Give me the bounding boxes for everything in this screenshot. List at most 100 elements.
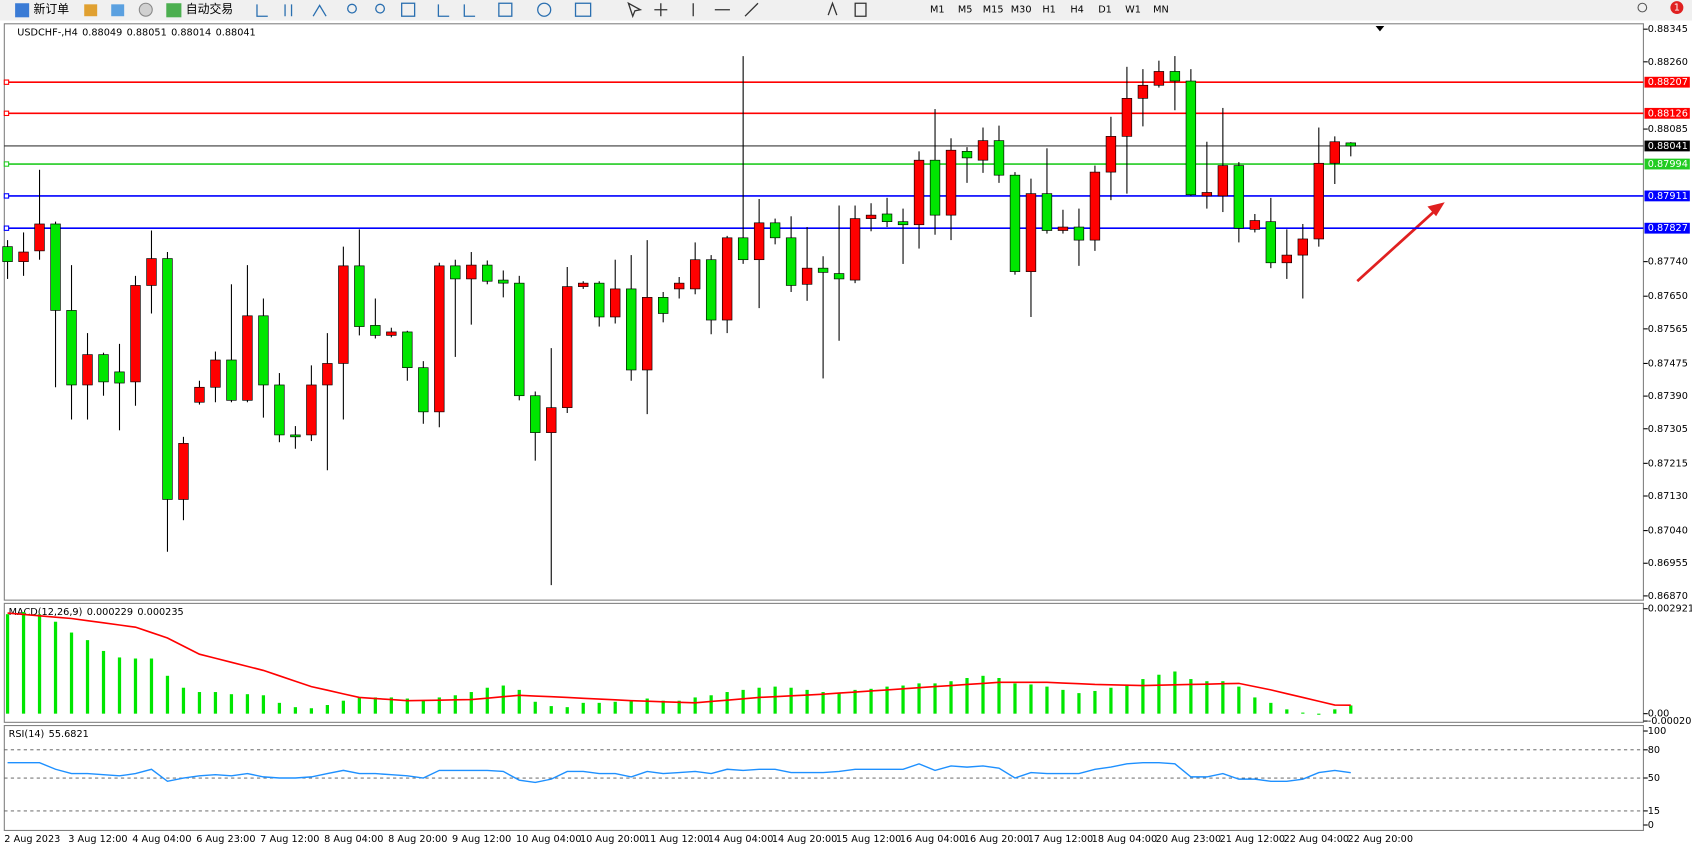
macd-bar — [133, 658, 138, 714]
candle-body — [274, 384, 285, 436]
candle-body — [434, 265, 445, 413]
new-order-button[interactable]: 新订单 — [33, 2, 69, 16]
candle-body — [402, 331, 413, 368]
toolbar-icon[interactable] — [138, 2, 153, 17]
candle-body — [1105, 136, 1117, 173]
candle-body — [354, 265, 365, 327]
candle-body — [18, 251, 29, 262]
macd-bar — [1253, 697, 1257, 714]
candle-body — [226, 359, 237, 401]
candle-body — [977, 140, 989, 161]
new-order-icon[interactable] — [15, 3, 30, 18]
timeframe-button[interactable]: M5 — [958, 5, 973, 16]
macd-bar — [901, 685, 905, 714]
templates-icon[interactable] — [574, 2, 592, 17]
candle-body — [338, 265, 349, 364]
macd-bar — [661, 700, 665, 714]
signal-line — [7, 612, 1351, 707]
macd-bar — [181, 687, 186, 714]
candle-body — [530, 395, 541, 433]
candle-body — [162, 258, 173, 500]
candle-body — [1281, 254, 1293, 264]
macd-bar — [5, 614, 10, 714]
candle-body — [610, 288, 621, 318]
arrow-head — [1427, 202, 1445, 217]
candle-body — [546, 407, 557, 433]
x-tick-label: 3 Aug 12:00 — [68, 834, 127, 845]
tile-icon[interactable] — [401, 2, 416, 17]
macd-bar — [37, 614, 42, 714]
candle-body — [562, 286, 573, 408]
candle-body — [913, 159, 925, 226]
zoom-in-icon[interactable] — [347, 3, 357, 14]
timeframe-button[interactable]: M15 — [983, 5, 1004, 16]
chart-type-icons[interactable] — [256, 4, 327, 17]
toolbar-icon[interactable] — [111, 4, 125, 17]
timeframe-button[interactable]: M30 — [1011, 5, 1032, 16]
macd-bar — [1301, 712, 1305, 714]
search-icon[interactable] — [1637, 2, 1648, 13]
macd-bar — [597, 702, 601, 714]
y-tick-label: -0.000206 — [1648, 716, 1692, 727]
x-tick-label: 7 Aug 12:00 — [260, 834, 319, 845]
auto-trading-button[interactable]: 自动交易 — [186, 2, 233, 16]
scroll-icons[interactable] — [437, 4, 476, 17]
timeframe-button[interactable]: MN — [1153, 5, 1169, 16]
macd-bar — [261, 695, 266, 714]
macd-bar — [69, 632, 74, 714]
timeframe-button[interactable]: D1 — [1098, 5, 1112, 16]
x-tick-label: 6 Aug 23:00 — [196, 834, 255, 845]
candle-body — [450, 265, 461, 280]
macd-bar — [677, 700, 681, 714]
toolbar-icon[interactable] — [84, 4, 98, 17]
x-tick-label: 22 Aug 04:00 — [1284, 834, 1349, 845]
candle-body — [2, 246, 13, 262]
header-field: 0.000235 — [137, 607, 183, 618]
candle-body — [418, 367, 429, 413]
main-panel-frame — [3, 23, 1644, 601]
toolbar: 新订单 自动交易 1 M1 M5 M15 M30 H1 H4 D1 W1 MN — [0, 0, 1692, 21]
candle-body — [82, 354, 93, 386]
timeframe-button[interactable]: H4 — [1070, 5, 1083, 16]
y-tick-label: 100 — [1648, 726, 1667, 737]
macd-bar — [485, 687, 489, 714]
candle-body — [1329, 141, 1340, 164]
y-tick-label: 0.87650 — [1648, 291, 1688, 302]
macd-bar — [85, 640, 90, 714]
candle-body — [34, 223, 45, 252]
macd-bar — [1317, 713, 1321, 715]
panel-header: USDCHF-,H4 0.88049 0.88051 0.88014 0.88041 — [17, 27, 255, 38]
candle-body — [1345, 142, 1356, 147]
notification-badge[interactable] — [1670, 1, 1684, 15]
candle-body — [769, 222, 781, 239]
candle-body — [1009, 174, 1021, 272]
zoom-out-icon[interactable] — [375, 3, 386, 14]
drawing-tools[interactable] — [627, 1, 759, 19]
drawing-tools[interactable] — [827, 1, 867, 17]
candle-body — [753, 222, 765, 261]
candle-body — [66, 310, 77, 386]
auto-trading-icon[interactable] — [166, 3, 182, 18]
level-label: 0.87911 — [1648, 191, 1688, 202]
macd-bar — [949, 681, 953, 714]
level-box — [1644, 190, 1690, 202]
header-field: USDCHF-,H4 — [17, 27, 78, 38]
x-tick-label: 10 Aug 04:00 — [516, 834, 581, 845]
candle-body — [833, 273, 845, 280]
candle-body — [881, 213, 893, 222]
macd-bar — [245, 694, 250, 714]
indicators-icon[interactable] — [498, 2, 513, 17]
candle-body — [1217, 165, 1229, 197]
y-tick-label: 0.87390 — [1648, 391, 1688, 402]
timeframe-button[interactable]: M1 — [930, 5, 945, 16]
header-field: 0.88049 — [82, 27, 122, 38]
timeframe-button[interactable]: H1 — [1042, 5, 1055, 16]
candle-body — [993, 140, 1005, 176]
candle-body — [1025, 193, 1037, 272]
header-field: 0.88051 — [127, 27, 167, 38]
x-tick-label: 9 Aug 12:00 — [452, 834, 511, 845]
periods-icon[interactable] — [537, 2, 552, 17]
candle-body — [1265, 221, 1277, 264]
timeframe-button[interactable]: W1 — [1125, 5, 1141, 16]
